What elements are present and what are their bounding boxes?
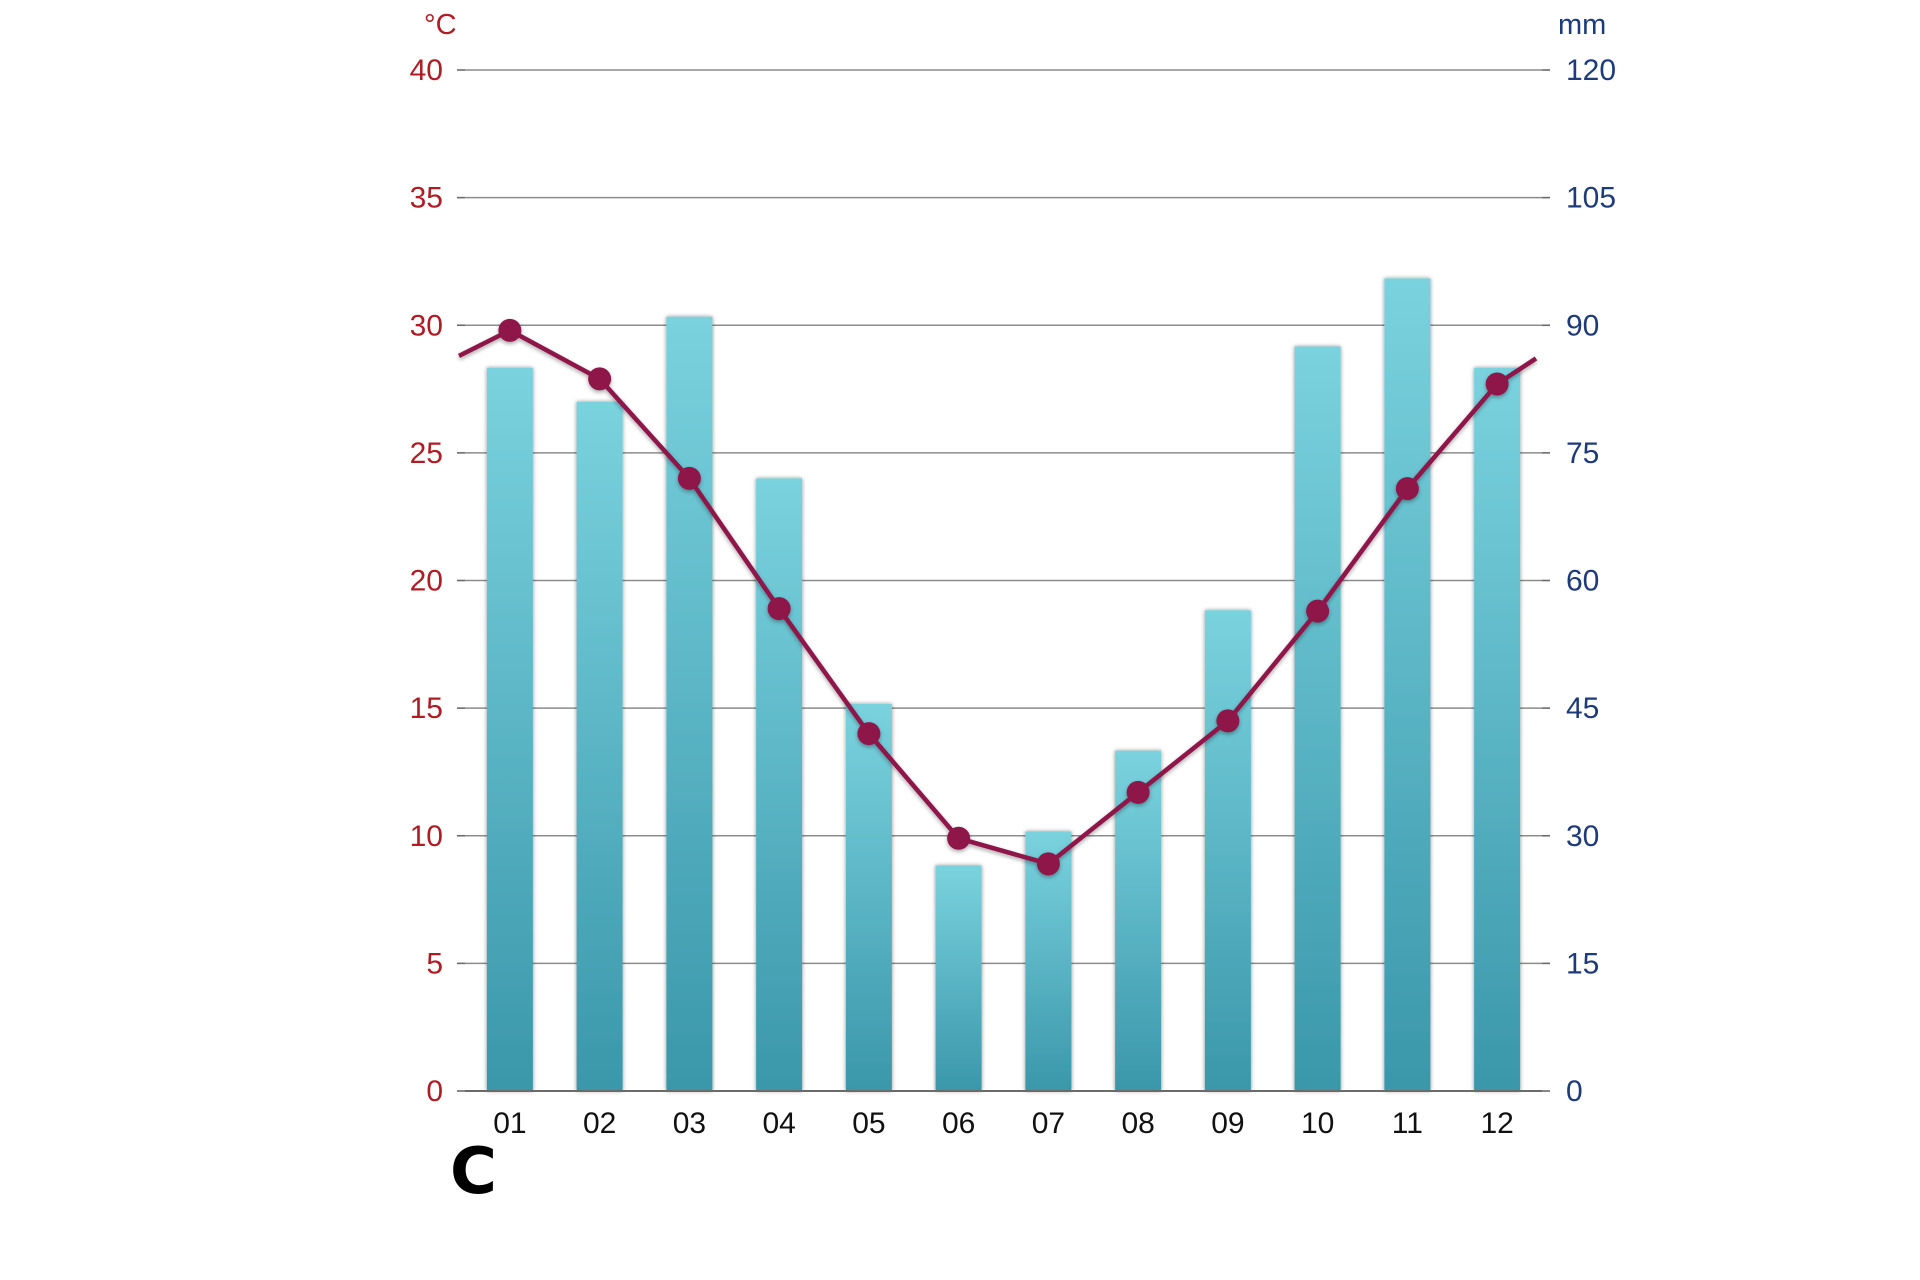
right-tick-label: 30 bbox=[1566, 820, 1599, 853]
left-tick-label: 5 bbox=[426, 947, 443, 980]
x-tick-label: 02 bbox=[583, 1107, 616, 1140]
left-tick-label: 35 bbox=[410, 182, 443, 215]
gridlines bbox=[465, 69, 1542, 965]
x-tick-label: 10 bbox=[1301, 1107, 1334, 1140]
left-tick-label: 25 bbox=[410, 437, 443, 470]
temperature-point bbox=[857, 722, 881, 746]
left-axis-ticks: 0 5 10 15 20 25 30 35 40 bbox=[410, 54, 443, 1108]
left-tick-label: 30 bbox=[410, 309, 443, 342]
precipitation-bar bbox=[756, 478, 803, 1091]
left-axis-unit: °C bbox=[424, 9, 457, 41]
x-axis-ticks: 01 02 03 04 05 06 07 08 09 10 11 12 bbox=[493, 1107, 1514, 1140]
x-tick-label: 01 bbox=[493, 1107, 526, 1140]
temperature-point bbox=[767, 597, 791, 621]
left-tick-label: 20 bbox=[410, 565, 443, 598]
precipitation-bar bbox=[486, 367, 533, 1092]
x-tick-label: 07 bbox=[1032, 1107, 1065, 1140]
x-tick-label: 09 bbox=[1211, 1107, 1244, 1140]
x-tick-label: 04 bbox=[762, 1107, 795, 1140]
precipitation-bar bbox=[1204, 610, 1251, 1091]
right-axis-unit: mm bbox=[1558, 9, 1606, 41]
temperature-line bbox=[457, 318, 1538, 876]
left-tick-label: 0 bbox=[426, 1075, 443, 1108]
precipitation-bar bbox=[1294, 346, 1341, 1091]
precipitation-bar bbox=[935, 865, 982, 1091]
x-tick-label: 06 bbox=[942, 1107, 975, 1140]
right-tick-label: 15 bbox=[1566, 947, 1599, 980]
left-tick-label: 15 bbox=[410, 692, 443, 725]
precipitation-bar bbox=[845, 703, 892, 1091]
x-tick-label: 11 bbox=[1392, 1107, 1423, 1140]
temperature-point bbox=[1216, 709, 1240, 733]
temperature-point bbox=[588, 367, 612, 391]
right-tick-label: 105 bbox=[1566, 182, 1616, 215]
precipitation-bars bbox=[486, 278, 1521, 1092]
precipitation-bar bbox=[666, 316, 713, 1091]
right-tick-label: 45 bbox=[1566, 692, 1599, 725]
precipitation-bar bbox=[1384, 278, 1431, 1091]
temperature-point bbox=[947, 826, 971, 850]
right-tick-label: 60 bbox=[1566, 565, 1599, 598]
temperature-point bbox=[1306, 599, 1330, 623]
left-tick-label: 10 bbox=[410, 820, 443, 853]
right-tick-label: 120 bbox=[1566, 54, 1616, 87]
right-tick-label: 75 bbox=[1566, 437, 1599, 470]
precipitation-bar bbox=[576, 401, 623, 1091]
panel-label: C bbox=[450, 1135, 497, 1209]
x-tick-label: 05 bbox=[852, 1107, 885, 1140]
axes bbox=[457, 69, 1550, 1092]
temperature-point bbox=[677, 466, 701, 490]
right-tick-label: 0 bbox=[1566, 1075, 1583, 1108]
temperature-point bbox=[1485, 372, 1509, 396]
right-axis-ticks: 0 15 30 45 60 75 90 105 120 bbox=[1566, 54, 1616, 1108]
temperature-point bbox=[1126, 780, 1150, 804]
left-tick-label: 40 bbox=[410, 54, 443, 87]
x-tick-label: 12 bbox=[1480, 1107, 1513, 1140]
temperature-point bbox=[1036, 852, 1060, 876]
x-tick-label: 03 bbox=[673, 1107, 706, 1140]
temperature-point bbox=[498, 318, 522, 342]
precipitation-bar bbox=[1474, 367, 1521, 1092]
right-tick-label: 90 bbox=[1566, 309, 1599, 342]
temperature-point bbox=[1395, 477, 1419, 501]
x-tick-label: 08 bbox=[1121, 1107, 1154, 1140]
temperature-polyline bbox=[457, 328, 1538, 867]
